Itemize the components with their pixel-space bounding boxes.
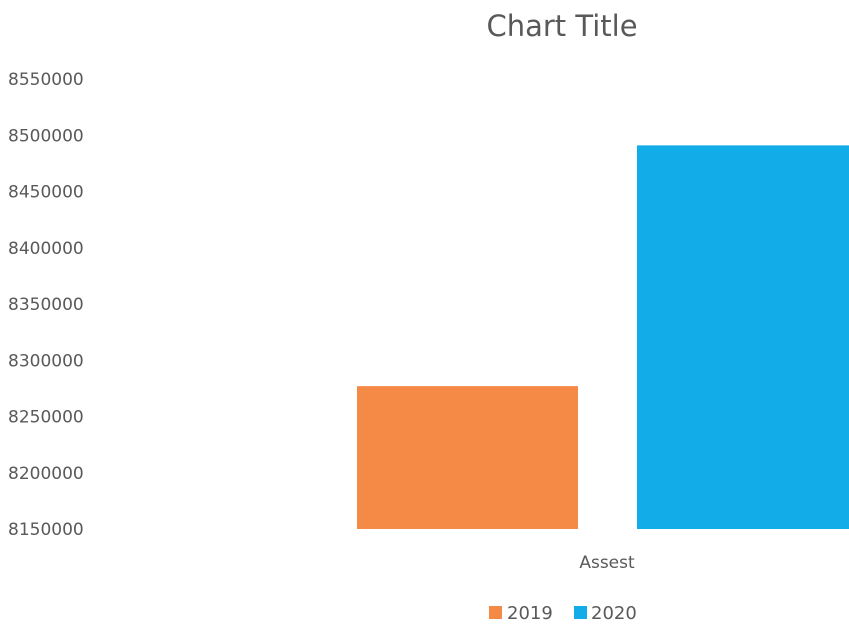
y-tick-label: 8250000 [8,408,84,428]
bars [357,145,849,529]
bar-2020 [637,145,849,529]
legend: 2019 2020 [489,603,637,624]
legend-swatch-2020 [574,606,587,619]
y-tick-label: 8300000 [8,351,84,371]
y-axis-ticks: 8550000 8500000 8450000 8400000 8350000 83000… [8,70,84,540]
y-tick-label: 8450000 [8,183,84,203]
y-tick-label: 8200000 [8,464,84,484]
y-tick-label: 8350000 [8,295,84,315]
y-tick-label: 8400000 [8,239,84,259]
y-tick-label: 8550000 [8,70,84,90]
legend-label-2020: 2020 [591,603,637,624]
y-tick-label: 8150000 [8,520,84,540]
y-tick-label: 8500000 [8,126,84,146]
category-label: Assest [579,553,635,573]
legend-label-2019: 2019 [507,603,553,624]
legend-swatch-2019 [489,606,502,619]
bar-2019 [357,386,578,529]
chart-title: Chart Title [486,9,637,43]
